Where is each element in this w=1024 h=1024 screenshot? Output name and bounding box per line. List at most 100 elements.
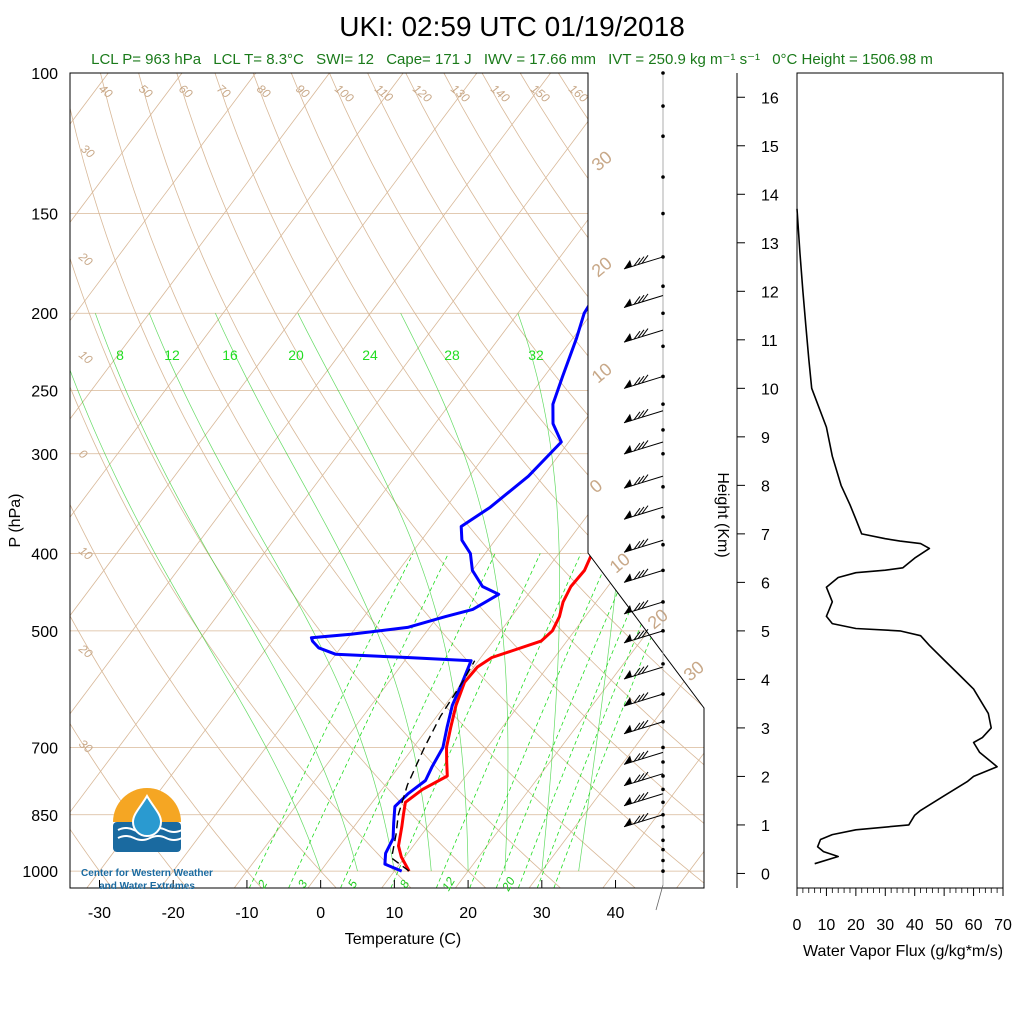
mixing-ratio-line — [340, 553, 496, 888]
barb-level-dot — [661, 284, 665, 289]
height-tick-label: 4 — [761, 672, 770, 689]
isotherm-line — [0, 73, 35, 888]
subtitle-swi: SWI= 12 — [316, 51, 374, 68]
barb-level-dot — [661, 760, 665, 764]
dewpoint-series-line — [309, 216, 642, 873]
dry-adiabat-line — [558, 73, 704, 888]
mixing-ratio-label: 8 — [116, 347, 124, 363]
isotherm-line — [70, 73, 551, 888]
height-axis-label: Height (Km) — [714, 472, 731, 557]
x-tick-label: 0 — [316, 905, 325, 922]
isotherm-line — [602, 73, 704, 888]
moist-adiabat-label: 0 — [586, 475, 607, 497]
dry-adiabat-line — [214, 73, 704, 888]
mixing-ratio-low-label: 12 — [439, 874, 458, 893]
p-tick-label: 250 — [31, 384, 58, 401]
x-tick-label: 30 — [533, 905, 551, 922]
wind-barb — [623, 692, 664, 707]
wind-barb — [623, 771, 664, 787]
wind-barb — [623, 440, 664, 455]
theta-label: 30 — [78, 142, 97, 162]
p-tick-label: 100 — [31, 66, 58, 83]
height-tick-label: 1 — [761, 818, 770, 835]
mixing-ratio-label: 16 — [222, 347, 238, 363]
barb-level-dot — [661, 745, 665, 750]
height-tick-label: 12 — [761, 284, 779, 301]
wind-barb — [623, 255, 664, 270]
mixing-ratio-low-label: 20 — [499, 874, 518, 894]
dry-adiabat-line — [252, 73, 704, 888]
barb-level-dot — [661, 175, 665, 179]
theta-label: 20 — [75, 249, 95, 269]
isotherm-line — [70, 73, 109, 888]
theta-label: 40 — [96, 82, 115, 102]
subtitle-lcl-t: LCL T= 8.3°C — [213, 51, 304, 68]
barb-level-dot — [661, 402, 665, 406]
flux-x-tick-label: 70 — [994, 917, 1012, 934]
mixing-ratio-label: 20 — [288, 347, 304, 363]
cw3e-logo: Center for Western Weather and Water Ext… — [81, 788, 213, 892]
height-tick-label: 10 — [761, 381, 779, 398]
x-tick-label: -20 — [162, 905, 185, 922]
temperature-series-line — [397, 212, 704, 872]
wind-barb-column — [623, 71, 665, 911]
subtitle-lcl-p: LCL P= 963 hPa — [91, 51, 202, 68]
isotherm-line — [160, 73, 704, 888]
theta-label: 130 — [448, 82, 473, 106]
barb-level-dot — [661, 134, 665, 138]
dry-adiabat-line — [634, 73, 704, 888]
x-tick-label: 20 — [459, 905, 477, 922]
p-tick-label: 200 — [31, 306, 58, 323]
wind-barb — [623, 665, 664, 680]
x-tick-label: 10 — [385, 905, 403, 922]
barb-level-dot — [661, 344, 665, 349]
isotherm-line — [70, 73, 404, 888]
isotherm-line — [70, 73, 625, 888]
theta-label: 10 — [76, 348, 95, 368]
barb-level-dot — [661, 774, 665, 778]
height-tick-label: 9 — [761, 430, 770, 447]
theta-label: 140 — [488, 82, 513, 106]
theta-label: 100 — [332, 82, 357, 106]
parcel-series-line — [390, 660, 476, 872]
mixing-ratio-label: 24 — [362, 347, 378, 363]
theta-label: 70 — [214, 82, 233, 102]
dry-adiabat-line — [329, 73, 704, 888]
isotherm-line — [750, 73, 1024, 888]
isotherm-line — [455, 73, 704, 888]
barb-level-dot — [661, 211, 665, 216]
theta-label: 80 — [254, 82, 273, 102]
mixing-ratio-low-label: 2 — [254, 877, 270, 891]
moist-adiabat-label: 20 — [644, 605, 672, 633]
barb-level-dot — [661, 428, 665, 432]
logo-line1: Center for Western Weather — [81, 868, 213, 879]
wind-barb — [623, 791, 664, 807]
wind-barb — [623, 719, 664, 735]
logo-drop-icon — [131, 794, 163, 837]
wind-barb — [623, 474, 664, 489]
wind-barb — [623, 505, 664, 520]
barb-level-dot — [661, 869, 665, 873]
p-tick-label: 850 — [31, 808, 58, 825]
mixing-ratio-label: 28 — [444, 347, 460, 363]
dry-adiabat-line — [70, 73, 337, 888]
y-axis-label: P (hPa) — [7, 494, 24, 548]
dry-adiabat-line — [70, 73, 561, 888]
wind-barb — [623, 568, 664, 583]
dry-adiabat-line — [70, 73, 113, 888]
dry-adiabat-line — [176, 73, 704, 888]
wind-barb — [623, 600, 664, 615]
p-tick-label: 500 — [31, 624, 58, 641]
height-tick-label: 6 — [761, 575, 770, 592]
theta-label: 0 — [76, 447, 90, 462]
x-axis-label: Temperature (C) — [345, 931, 461, 948]
barb-level-dot — [661, 858, 665, 863]
theta-label: 160 — [566, 82, 591, 106]
barb-level-dot — [661, 485, 665, 489]
p-tick-label: 400 — [31, 546, 58, 563]
barb-level-dot — [661, 800, 665, 805]
height-tick-label: 11 — [761, 333, 778, 350]
height-tick-label: 0 — [761, 866, 770, 883]
flux-x-tick-label: 10 — [818, 917, 836, 934]
